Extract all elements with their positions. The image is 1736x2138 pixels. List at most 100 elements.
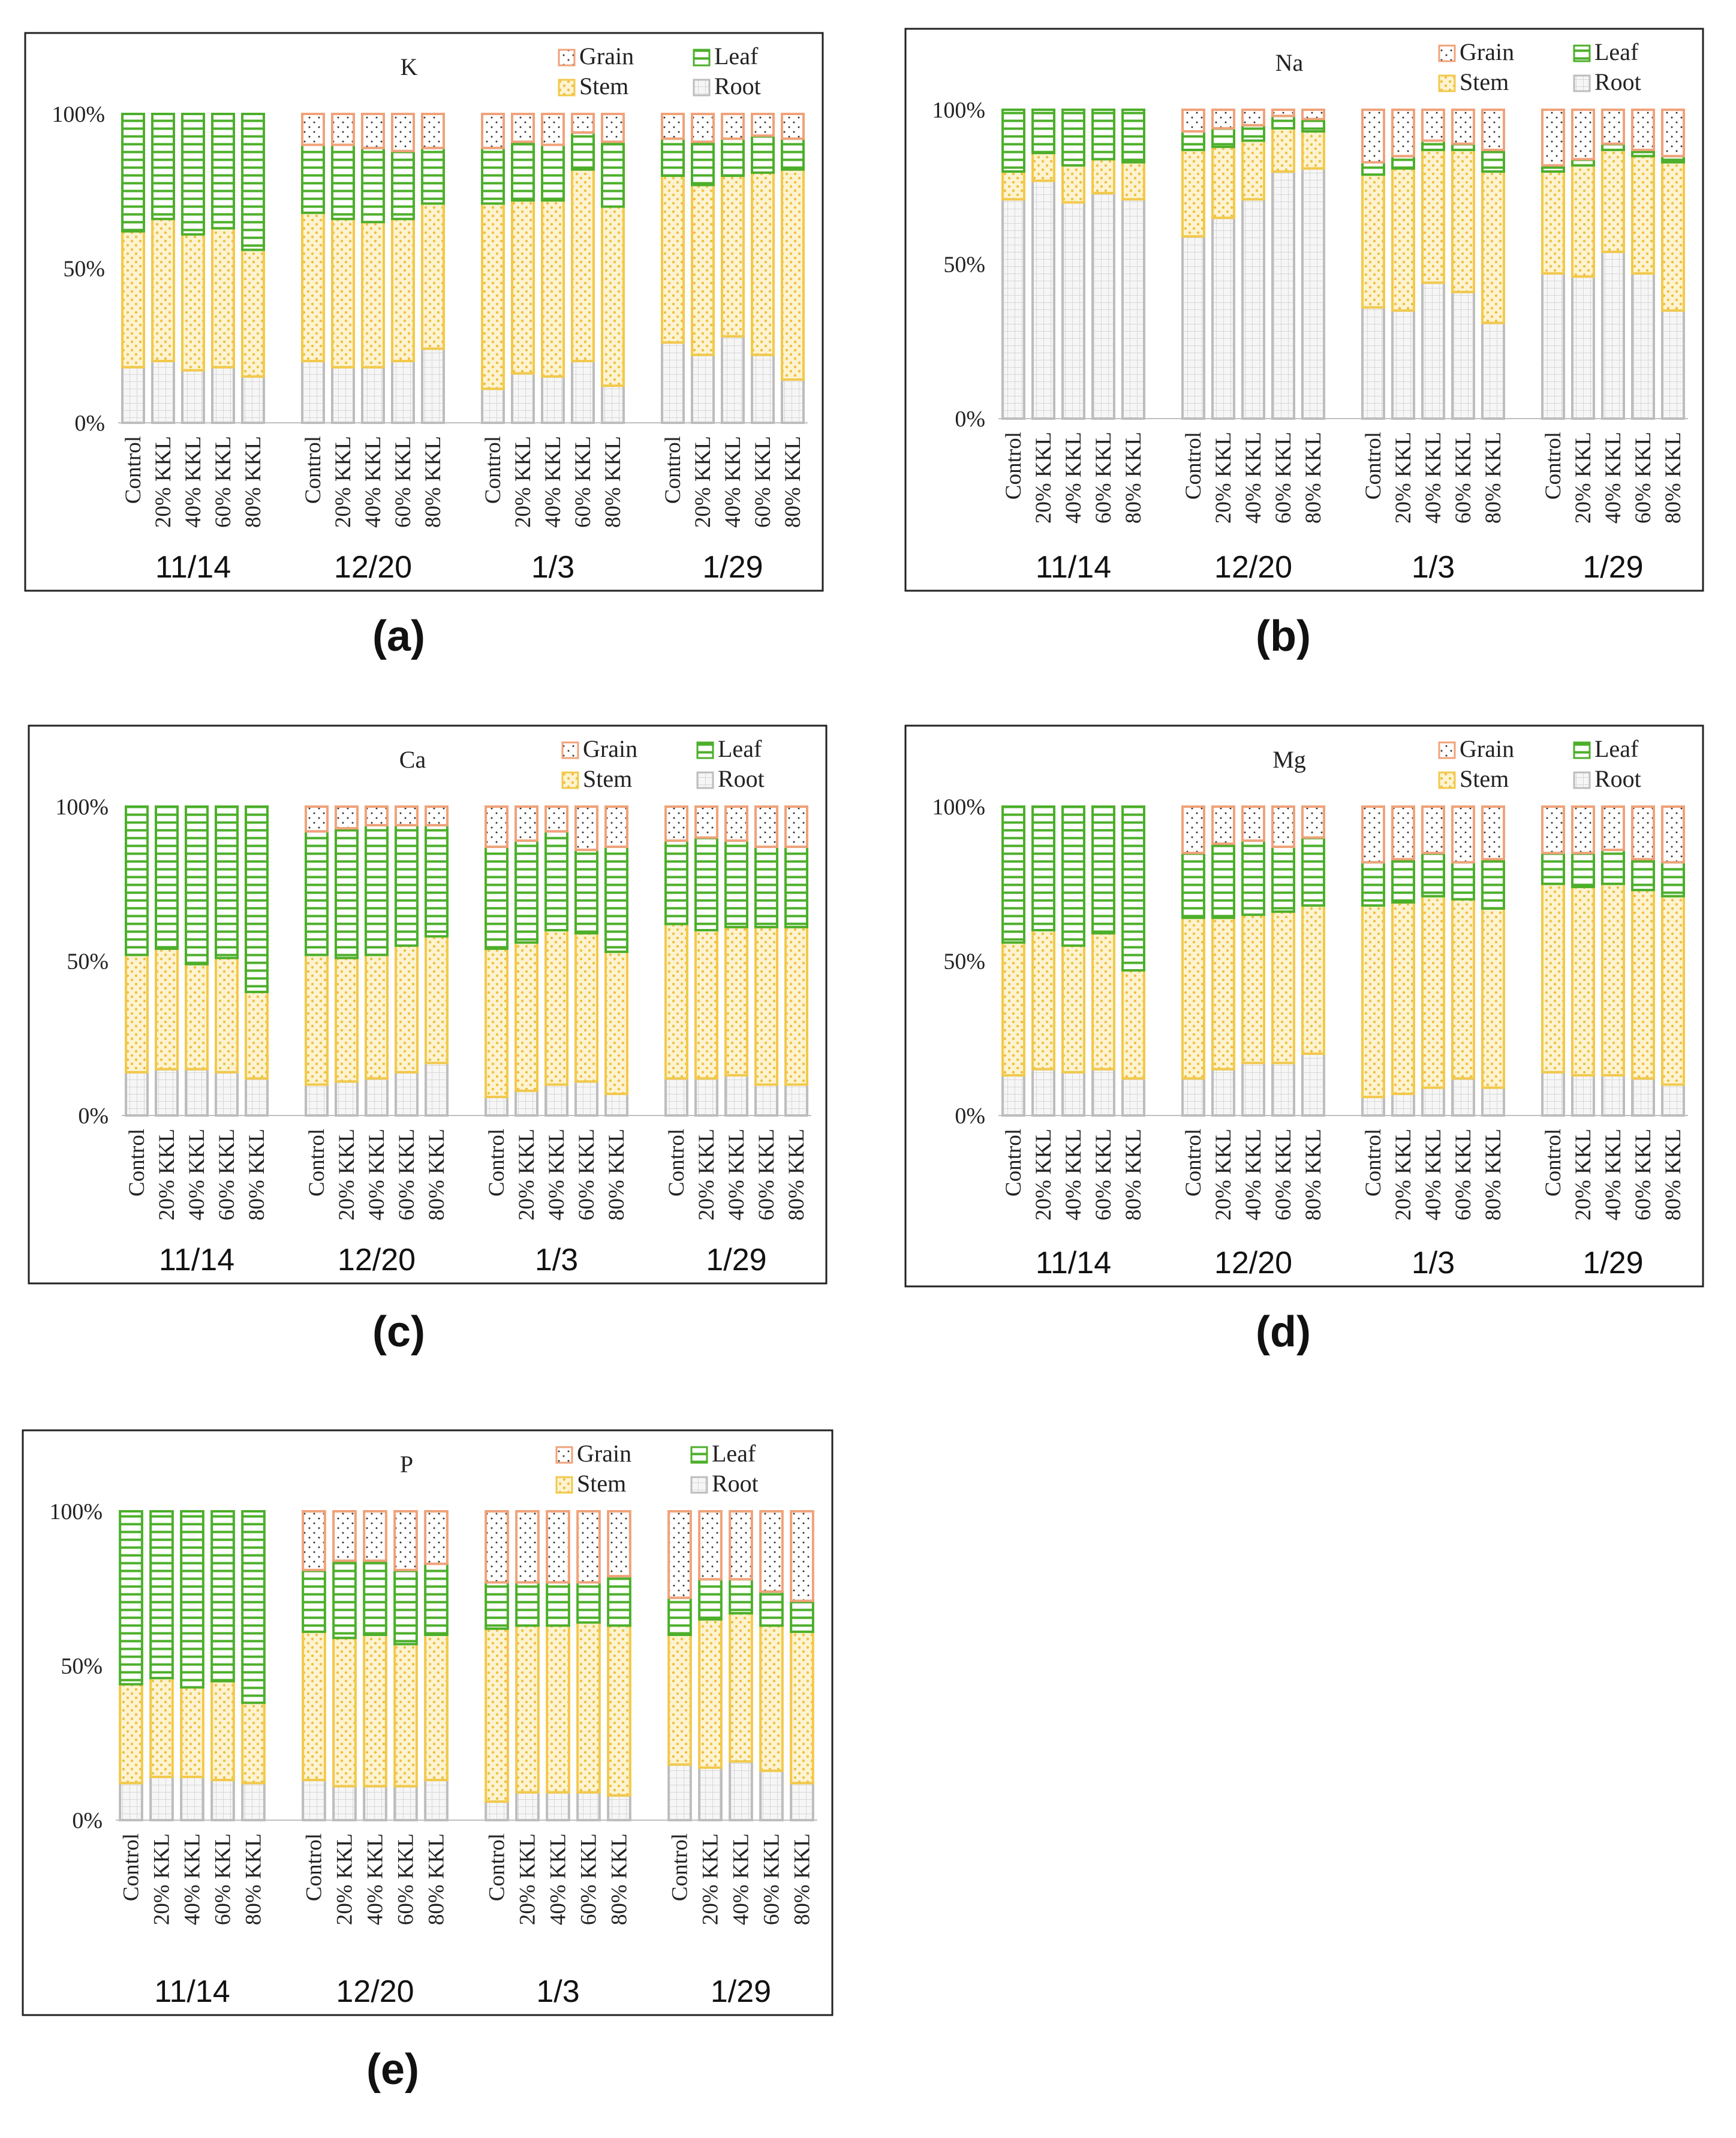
bar-segment-leaf [1061, 805, 1085, 947]
date-group-label: 11/14 [1036, 550, 1111, 585]
bar-segment-root [604, 1092, 628, 1117]
bar-segment-leaf [185, 805, 209, 966]
legend-swatch-root [1573, 74, 1591, 92]
bar-segment-leaf [781, 137, 805, 171]
x-category-label: 80% KKL [1121, 1129, 1146, 1220]
bar-segment-stem [210, 1680, 235, 1782]
x-category-label: 60% KKL [211, 436, 236, 528]
legend-label-root: Root [1594, 765, 1641, 792]
bar-segment-leaf [604, 845, 628, 954]
bar-segment-grain [302, 1510, 326, 1571]
bar-segment-stem [119, 1683, 143, 1785]
bar-segment-leaf [121, 113, 145, 233]
legend: Grain Leaf Stem Root [561, 735, 765, 792]
y-tick-label: 50% [943, 252, 985, 278]
bar-segment-stem [241, 1701, 266, 1785]
x-category-label: 20% KKL [1211, 432, 1236, 524]
bar-segment-stem [185, 963, 209, 1070]
bar-segment-stem [546, 1624, 570, 1794]
bar-segment-grain [1361, 805, 1385, 864]
bar-segment-stem [576, 1621, 601, 1794]
bar-segment-stem [1421, 148, 1445, 284]
chart-title: Na [1275, 49, 1304, 76]
x-category-label: 20% KKL [515, 1129, 539, 1220]
bar-segment-leaf [664, 839, 688, 925]
x-category-label: Control [485, 1129, 509, 1196]
bar-segment-leaf [365, 823, 389, 957]
bar-segment-stem [784, 925, 808, 1086]
bar-segment-grain [1631, 805, 1655, 861]
bar-segment-root [215, 1070, 239, 1117]
bar-segment-root [391, 360, 415, 424]
bar-segment-leaf [485, 1581, 509, 1630]
bar-segment-leaf [181, 113, 205, 236]
bar-segment-leaf [125, 805, 149, 957]
bar-segment-stem [515, 941, 538, 1092]
bar-segment-root [784, 1083, 808, 1117]
bar-segment-root [332, 1785, 357, 1822]
bar-segment-grain [1451, 805, 1475, 864]
x-category-label: 60% KKL [391, 436, 416, 528]
x-category-label: Control [1001, 1129, 1026, 1196]
x-category-label: 40% KKL [1061, 432, 1086, 524]
bar-segment-stem [1451, 898, 1475, 1080]
legend: Grain Leaf Stem Root [1438, 38, 1641, 95]
bar-segment-grain [751, 113, 775, 137]
bar-segment-stem [1361, 173, 1385, 309]
bar-segment-leaf [574, 849, 598, 935]
bar-segment-leaf [1181, 852, 1205, 919]
bar-segment-leaf [363, 1559, 387, 1636]
bar-segment-leaf [724, 839, 748, 928]
bar-segment-root [481, 387, 505, 424]
bar-segment-grain [1661, 109, 1685, 158]
bar-segment-root [335, 1080, 359, 1117]
bar-segment-grain [607, 1510, 631, 1578]
x-category-label: Control [1181, 1129, 1206, 1196]
bar-segment-root [302, 1779, 326, 1822]
x-category-label: 20% KKL [150, 1833, 174, 1925]
bar-segment-leaf [395, 823, 419, 947]
bar-segment-root [393, 1785, 418, 1822]
bar-segment-leaf [751, 134, 775, 174]
bar-segment-root [149, 1775, 174, 1821]
x-category-label: 20% KKL [1031, 1129, 1056, 1220]
x-category-label: 80% KKL [1301, 1129, 1326, 1220]
bar-segment-leaf [1271, 845, 1295, 913]
x-category-label: 60% KKL [760, 1833, 784, 1925]
date-group-label: 12/20 [338, 1243, 416, 1277]
bar-segment-stem [1421, 895, 1445, 1089]
bar-segment-stem [151, 218, 175, 362]
panel-label: (a) [372, 612, 425, 660]
x-category-label: Control [1361, 1129, 1386, 1196]
x-category-label: 20% KKL [333, 1833, 357, 1925]
date-group-label: 1/29 [702, 550, 763, 585]
y-tick-label: 100% [932, 795, 985, 820]
bar-segment-root [544, 1083, 568, 1117]
bar-segment-stem [301, 211, 325, 362]
x-category-label: Control [481, 436, 506, 504]
bar-segment-root [181, 369, 205, 425]
bar-segment-leaf [155, 805, 179, 950]
bar-segment-grain [365, 805, 389, 826]
legend-swatch-grain [1438, 44, 1456, 62]
bar-segment-stem [211, 227, 235, 369]
bar-segment-grain [363, 1510, 387, 1562]
bar-segment-stem [485, 1627, 509, 1803]
x-category-label: 40% KKL [541, 436, 565, 528]
bar-segment-root [1091, 1068, 1115, 1117]
bar-segment-root [1391, 309, 1415, 420]
x-category-label: 80% KKL [242, 1833, 266, 1925]
bar-segment-root [1211, 216, 1235, 420]
bar-segment-leaf [1391, 858, 1415, 904]
legend-swatch-leaf [1573, 44, 1591, 62]
bar-segment-root [1571, 1074, 1595, 1117]
bar-segment-leaf [1481, 858, 1505, 910]
legend-swatch-stem [561, 771, 579, 789]
bar-segment-root [119, 1782, 143, 1821]
bar-segment-stem [302, 1630, 326, 1782]
bar-segment-stem [241, 248, 265, 378]
bar-segment-root [607, 1794, 631, 1822]
bar-segment-leaf [754, 845, 778, 928]
x-category-label: 80% KKL [421, 436, 446, 528]
